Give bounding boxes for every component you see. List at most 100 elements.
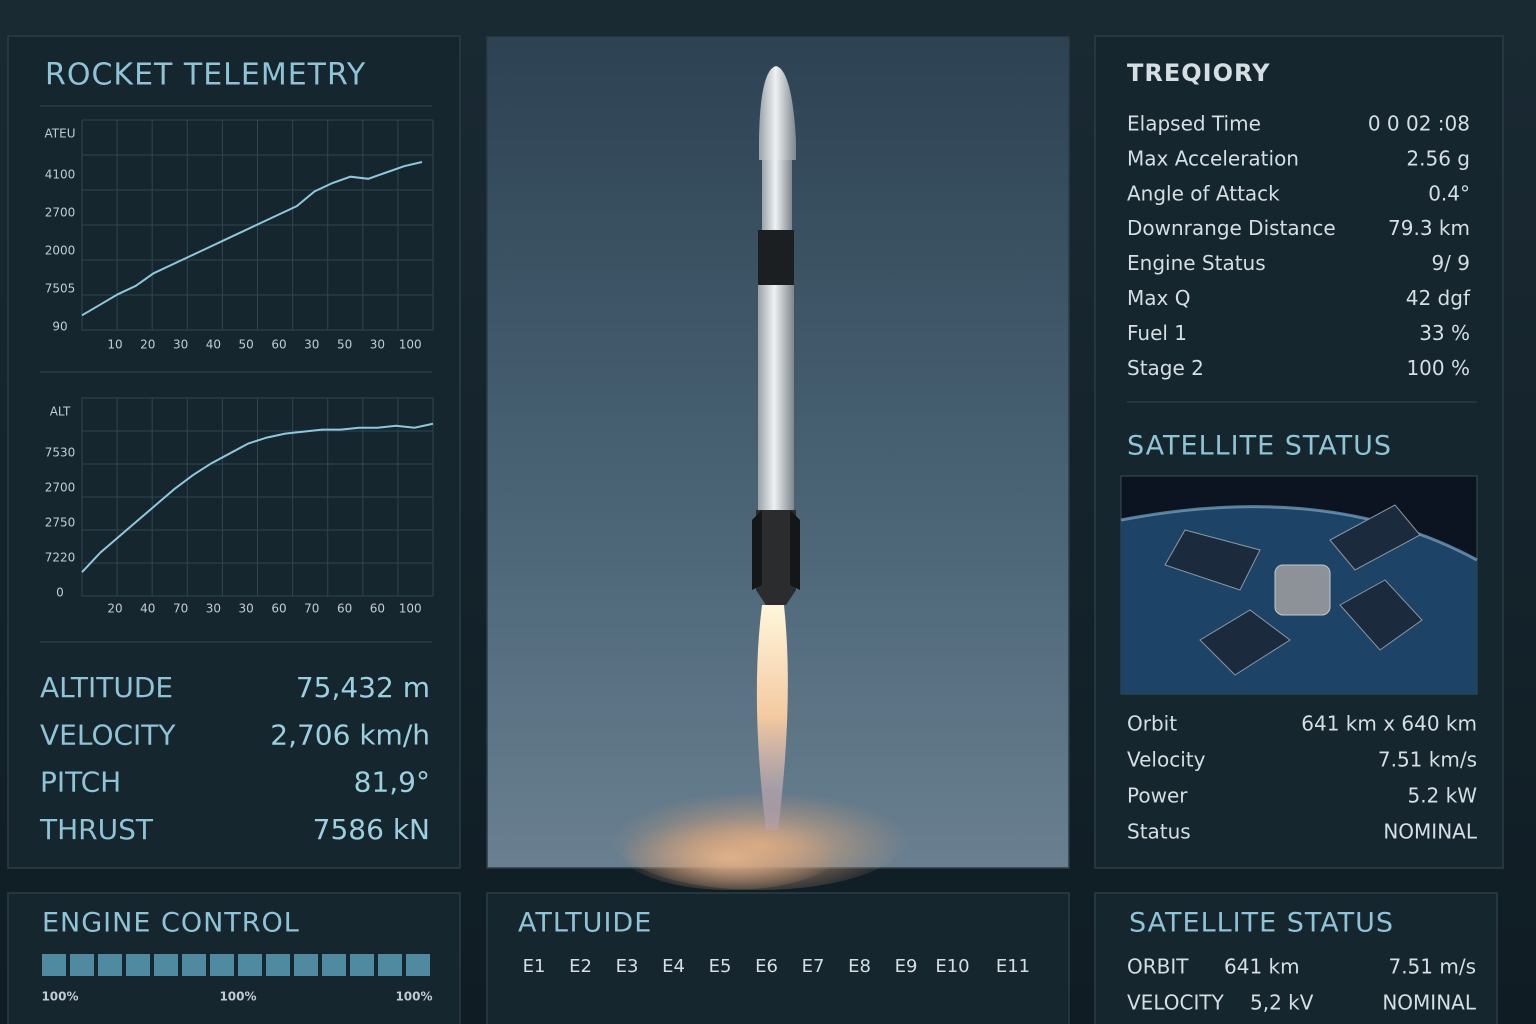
engine-segment — [406, 954, 430, 976]
satellite-image — [1120, 475, 1478, 695]
engine-segments — [42, 954, 430, 976]
row-label: Status — [1127, 820, 1191, 844]
engine-segment — [182, 954, 206, 976]
x-tick-label: 20 — [107, 602, 122, 616]
panel-title: ROCKET TELEMETRY — [45, 58, 366, 93]
x-tick-label: 30 — [370, 338, 385, 352]
readout-number: 75,432 — [296, 671, 394, 704]
row-value: 2.56 g — [1406, 146, 1470, 170]
readout-value: 81,9° — [354, 766, 430, 799]
row-value: 79.3 km — [1388, 216, 1470, 240]
readout-label: THRUST — [39, 813, 154, 846]
engine-id: E9 — [895, 956, 918, 977]
summary-value: 7.51 m/s — [1388, 955, 1476, 979]
row-value: 641 km x 640 km — [1301, 712, 1477, 736]
y-tick-label: 7505 — [45, 282, 76, 296]
row-label: Elapsed Time — [1127, 112, 1261, 136]
engine-label: 100% — [41, 990, 78, 1004]
summary-panel — [1094, 892, 1498, 1024]
row-value: NOMINAL — [1383, 820, 1478, 844]
summary-value: 641 km — [1224, 955, 1300, 979]
engine-label: 100% — [219, 990, 256, 1004]
readout-value: 2,706 km/h — [270, 718, 430, 751]
y-tick-label: 4100 — [45, 168, 76, 182]
readout-value: 75,432 m — [296, 671, 430, 704]
row-value: 0 0 02 :08 — [1368, 112, 1470, 136]
summary-value: 5,2 kV — [1250, 991, 1314, 1015]
x-tick-label: 30 — [173, 338, 188, 352]
y-tick-label: 7530 — [45, 446, 76, 460]
x-tick-label: 40 — [140, 602, 155, 616]
summary-value: NOMINAL — [1382, 991, 1477, 1015]
row-label: Stage 2 — [1127, 356, 1204, 380]
readout-number: 81,9° — [354, 766, 430, 799]
row-label: Max Acceleration — [1127, 146, 1299, 170]
engine-segment — [70, 954, 94, 976]
x-tick-label: 70 — [173, 602, 188, 616]
trajectory-panel — [1094, 35, 1504, 869]
engine-id: E8 — [848, 956, 871, 977]
readout-unit: m — [403, 671, 430, 704]
readout-unit: kN — [393, 813, 430, 846]
rocket-image — [486, 36, 1070, 890]
y-tick-label: 7220 — [45, 551, 76, 565]
x-tick-label: 70 — [304, 602, 319, 616]
x-tick-label: 60 — [337, 602, 352, 616]
engine-id: E3 — [616, 956, 639, 977]
engine-segment — [238, 954, 262, 976]
engine-segment — [266, 954, 290, 976]
readout-label: PITCH — [40, 766, 121, 799]
engine-id: E6 — [755, 956, 778, 977]
engine-segment — [42, 954, 66, 976]
readout-number: 7586 — [313, 813, 384, 846]
engine-segment — [126, 954, 150, 976]
readout-label: ALTITUDE — [40, 671, 173, 704]
summary-label: VELOCITY — [1127, 991, 1225, 1015]
row-value: 100 % — [1406, 356, 1470, 380]
readout-number: 2,706 — [270, 718, 350, 751]
engine-id: E7 — [802, 956, 825, 977]
row-label: Power — [1127, 784, 1188, 808]
panel-title: SATELLITE STATUS — [1127, 431, 1392, 462]
x-tick-label: 100 — [399, 338, 422, 352]
row-label: Engine Status — [1127, 251, 1266, 275]
engine-id: E5 — [709, 956, 732, 977]
y-tick-label: 2000 — [45, 244, 76, 258]
x-tick-label: 30 — [206, 602, 221, 616]
x-tick-label: 100 — [399, 602, 422, 616]
panel-title: TREQIORY — [1127, 59, 1271, 87]
x-tick-label: 60 — [370, 602, 385, 616]
engine-id: E1 — [523, 956, 546, 977]
engine-label: 100% — [395, 990, 432, 1004]
row-value: 9/ 9 — [1431, 251, 1470, 275]
panel-title: ENGINE CONTROL — [42, 908, 300, 939]
panel-title: SATELLITE STATUS — [1129, 908, 1394, 939]
engine-id: E4 — [662, 956, 685, 977]
row-label: Fuel 1 — [1127, 321, 1187, 345]
row-value: 7.51 km/s — [1378, 748, 1477, 772]
x-tick-label: 40 — [206, 338, 221, 352]
readout-unit: km/h — [359, 718, 430, 751]
x-tick-label: 10 — [107, 338, 122, 352]
readout-value: 7586 kN — [313, 813, 430, 846]
x-tick-label: 60 — [271, 602, 286, 616]
x-tick-label: 30 — [239, 602, 254, 616]
engine-id: E11 — [996, 956, 1030, 977]
row-label: Angle of Attack — [1127, 181, 1280, 205]
row-value: 5.2 kW — [1407, 784, 1477, 808]
line-series — [81, 422, 434, 573]
engine-segment — [294, 954, 318, 976]
altitude-panel — [486, 892, 1070, 1024]
x-tick-label: 50 — [239, 338, 254, 352]
x-tick-label: 60 — [271, 338, 286, 352]
x-tick-label: 50 — [337, 338, 352, 352]
x-tick-label: 20 — [140, 338, 155, 352]
row-value: 42 dgf — [1406, 286, 1471, 310]
axis-label: ALT — [50, 405, 71, 419]
summary-label: ORBIT — [1127, 955, 1189, 979]
y-tick-label: 2750 — [45, 516, 76, 530]
row-value: 0.4° — [1428, 181, 1470, 205]
row-label: Velocity — [1127, 748, 1206, 772]
engine-segment — [210, 954, 234, 976]
